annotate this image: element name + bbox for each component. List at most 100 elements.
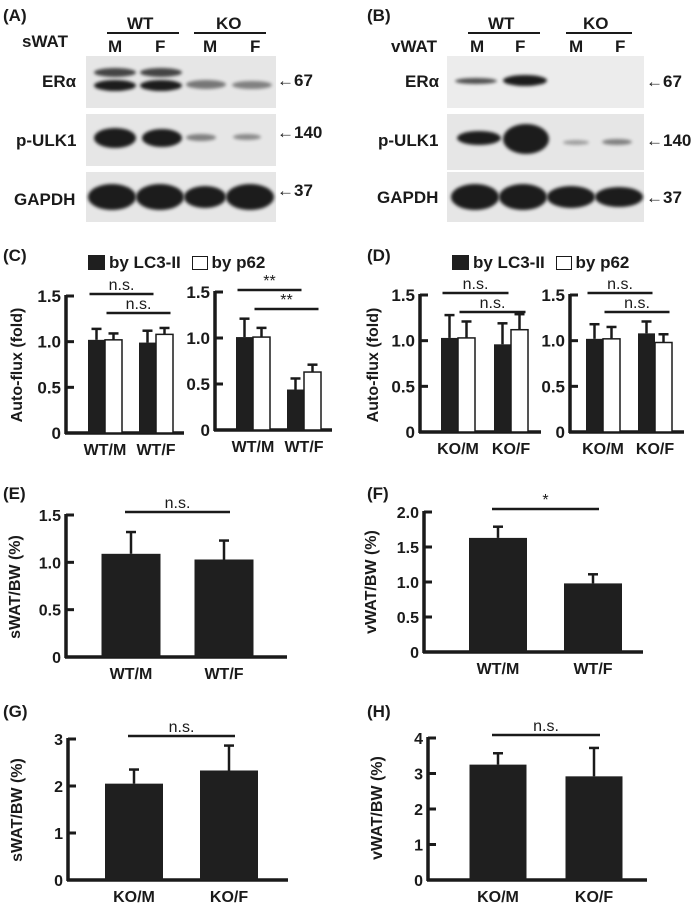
- x-tick-label: WT/M: [110, 666, 153, 683]
- lane-label: M: [203, 37, 218, 56]
- blot-row-label: GAPDH: [14, 190, 76, 209]
- tissue-label: vWAT: [391, 37, 437, 56]
- y-tick-label: 0: [410, 645, 419, 662]
- x-tick-label: WT/M: [477, 661, 520, 678]
- y-tick-label: 1.0: [391, 332, 415, 351]
- x-tick-label: KO/F: [210, 889, 248, 906]
- lane-label: M: [470, 37, 485, 56]
- blot-p-ulk1: [86, 114, 276, 166]
- y-tick-label: 1: [54, 826, 63, 843]
- x-tick-label: KO/F: [636, 441, 674, 458]
- legend-swatch-open: [191, 256, 208, 270]
- lane-label: F: [615, 37, 626, 56]
- lane-label: F: [515, 37, 526, 56]
- y-tick-label: 0: [406, 423, 415, 442]
- y-tick-label: 1: [414, 838, 423, 855]
- legend-label: by LC3-II: [473, 253, 545, 272]
- y-axis-label: vWAT/BW (%): [369, 756, 386, 860]
- bar: [469, 537, 527, 652]
- bar: [105, 783, 163, 880]
- panel-label-e: (E): [3, 484, 26, 503]
- significance-label: **: [263, 273, 275, 290]
- y-tick-label: 0.5: [397, 610, 419, 627]
- y-axis-label: Auto-flux (fold): [365, 308, 382, 423]
- y-tick-label: 1.5: [397, 540, 419, 557]
- y-tick-label: 1.5: [39, 508, 61, 525]
- bar: [88, 339, 105, 433]
- y-axis-label: Auto-flux (fold): [9, 308, 26, 423]
- bar: [104, 339, 123, 434]
- y-tick-label: 2: [414, 802, 423, 819]
- bar: [457, 337, 476, 433]
- y-tick-label: 4: [414, 731, 423, 748]
- y-tick-label: 3: [54, 732, 63, 749]
- mw-marker: ←140: [646, 131, 692, 150]
- panel-label-g: (G): [3, 702, 28, 721]
- y-tick-label: 1.5: [37, 287, 61, 306]
- y-tick-label: 0: [54, 873, 63, 890]
- mw-marker: ←37: [277, 181, 313, 200]
- significance-label: *: [542, 492, 548, 509]
- bar: [510, 328, 529, 433]
- bar: [564, 583, 622, 652]
- blot-row-label: p-ULK1: [378, 131, 439, 150]
- y-tick-label: 3: [414, 767, 423, 784]
- significance-label: n.s.: [165, 495, 191, 512]
- blot-gapdh: [447, 172, 644, 222]
- x-tick-label: WT/M: [84, 442, 127, 459]
- y-tick-label: 0.5: [186, 375, 210, 394]
- group-label-ko: KO: [216, 14, 242, 33]
- y-tick-label: 1.0: [541, 332, 565, 351]
- lane-label: F: [250, 37, 261, 56]
- x-tick-label: KO/M: [582, 441, 624, 458]
- legend: by LC3-II by p62: [88, 253, 265, 273]
- mw-marker: ←67: [646, 72, 682, 91]
- panel-label-a: (A): [3, 6, 27, 25]
- significance-label: n.s.: [169, 719, 195, 736]
- bar: [139, 342, 156, 433]
- blot-era: [86, 56, 276, 108]
- bar: [602, 338, 621, 433]
- y-tick-label: 1.5: [186, 283, 210, 302]
- lane-label: M: [108, 37, 123, 56]
- bar: [200, 770, 258, 880]
- panel-label-c: (C): [3, 246, 27, 265]
- bar: [252, 336, 271, 431]
- legend-swatch-filled: [452, 255, 469, 270]
- significance-label: n.s.: [463, 276, 489, 293]
- x-tick-label: WT/F: [136, 442, 175, 459]
- panel-label-b: (B): [367, 6, 391, 25]
- bar: [586, 338, 603, 432]
- panel-label-d: (D): [367, 246, 391, 265]
- y-tick-label: 1.0: [397, 575, 419, 592]
- group-label-wt: WT: [127, 14, 154, 33]
- y-tick-label: 0: [414, 873, 423, 890]
- lane-label: F: [155, 37, 166, 56]
- y-tick-label: 1.5: [391, 286, 415, 305]
- blot-p-ulk1: [447, 114, 644, 170]
- y-tick-label: 0: [556, 423, 565, 442]
- x-tick-label: WT/F: [204, 666, 243, 683]
- y-tick-label: 0.5: [541, 377, 565, 396]
- y-tick-label: 1.0: [37, 333, 61, 352]
- legend-label: by p62: [575, 253, 630, 272]
- x-tick-label: KO/F: [492, 441, 530, 458]
- blot-row-label: GAPDH: [377, 188, 439, 207]
- blot-row-label: p-ULK1: [16, 131, 77, 150]
- bar: [303, 371, 322, 431]
- y-tick-label: 0: [201, 421, 210, 440]
- y-tick-label: 0.5: [37, 378, 61, 397]
- legend-swatch-open: [555, 256, 572, 270]
- x-tick-label: WT/F: [284, 439, 323, 456]
- y-tick-label: 2.0: [397, 505, 419, 522]
- bar: [236, 337, 253, 430]
- group-line-wt: [107, 32, 179, 34]
- bar: [565, 776, 623, 880]
- blot-row-label: ERα: [42, 72, 77, 91]
- panel-label-h: (H): [367, 702, 391, 721]
- y-tick-label: 0: [52, 650, 61, 667]
- x-tick-label: KO/M: [477, 889, 519, 906]
- bar: [287, 389, 304, 430]
